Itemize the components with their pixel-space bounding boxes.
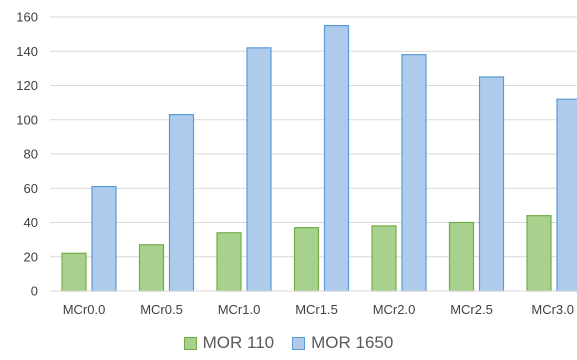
bars: [61, 24, 577, 292]
y-tick-label: 40: [24, 215, 38, 230]
bar-mor-1650-mcr2-5: [478, 76, 505, 292]
bar-mor-1650-mcr2-0: [401, 54, 427, 292]
y-tick-label: 120: [16, 78, 38, 93]
legend-label-mor-1650: MOR 1650: [311, 333, 394, 352]
x-tick-label: MCr1.5: [295, 302, 338, 317]
bar-mor-110-mcr1-5: [293, 227, 320, 292]
gridlines: [50, 16, 577, 258]
x-tick-label: MCr1.0: [218, 302, 261, 317]
x-axis-ticks: MCr0.0 MCr0.5 MCr1.0 MCr1.5 MCr2.0 MCr2.5 MCr3…: [63, 302, 574, 317]
legend-swatch-mor-110: [183, 336, 197, 350]
bar-mor-1650-mcr3-0: [556, 98, 577, 292]
x-tick-label: MCr0.0: [63, 302, 106, 317]
x-tick-label: MCr0.5: [140, 302, 183, 317]
bar-mor-1650-mcr1-0: [246, 47, 272, 292]
legend-swatch-mor-1650: [292, 336, 306, 350]
x-tick-label: MCr2.0: [373, 302, 416, 317]
bar-mor-1650-mcr0-5: [168, 114, 195, 292]
y-tick-label: 160: [16, 10, 38, 25]
bar-mor-1650-mcr0-0: [91, 185, 117, 292]
legend-item-mor-110: MOR 110: [183, 333, 275, 353]
bar-mor-110-mcr1-0: [216, 232, 242, 292]
bar-mor-110-mcr2-0: [371, 225, 397, 292]
legend: MOR 110 MOR 1650: [0, 333, 577, 353]
y-tick-label: 0: [31, 284, 38, 299]
y-tick-label: 100: [16, 112, 38, 127]
bar-mor-1650-mcr1-5: [323, 24, 350, 292]
x-tick-label: MCr2.5: [450, 302, 493, 317]
legend-label-mor-110: MOR 110: [202, 333, 275, 352]
bar-mor-110-mcr0-0: [61, 252, 87, 292]
x-tick-label: MCr3.0: [531, 302, 574, 317]
y-tick-label: 20: [24, 249, 38, 264]
y-axis-ticks: 0 20 40 60 80 100 120 140 160: [16, 10, 38, 299]
y-tick-label: 60: [24, 181, 38, 196]
y-tick-label: 140: [16, 44, 38, 59]
legend-item-mor-1650: MOR 1650: [292, 333, 393, 353]
bar-chart: 0 20 40 60 80 100 120 140 160 MCr0.0 MCr0.5 MCr1.0…: [16, 10, 577, 317]
y-tick-label: 80: [24, 147, 38, 162]
bar-mor-110-mcr0-5: [138, 244, 165, 292]
bar-mor-110-mcr3-0: [526, 215, 552, 292]
bar-mor-110-mcr2-5: [448, 221, 475, 292]
